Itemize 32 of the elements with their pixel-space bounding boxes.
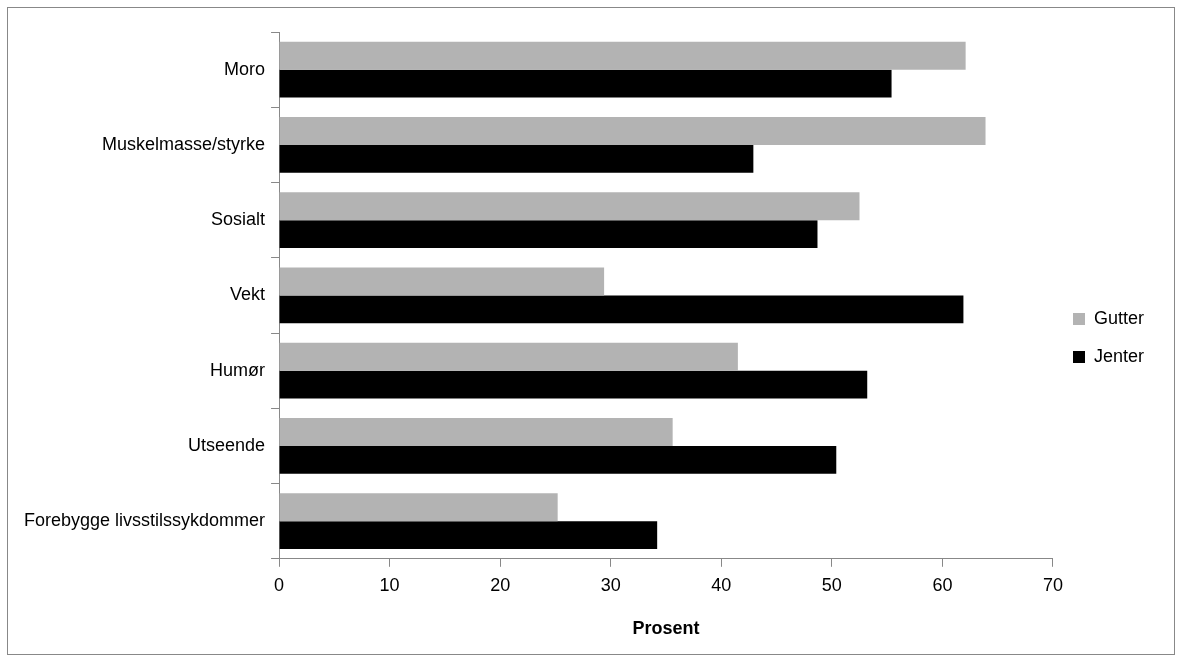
bar	[279, 69, 892, 98]
y-tick-label: Muskelmasse/styrke	[102, 133, 266, 154]
bar	[279, 521, 658, 550]
x-axis-title: Prosent	[632, 618, 700, 639]
legend-label: Jenter	[1093, 345, 1145, 366]
bar	[279, 192, 860, 221]
x-tick-label: 70	[1042, 574, 1063, 595]
bar	[279, 295, 964, 324]
x-tick-label: 40	[711, 574, 732, 595]
bar	[279, 493, 558, 522]
bar	[279, 144, 754, 173]
bar	[279, 370, 868, 399]
bar	[279, 41, 966, 70]
x-tick-label: 30	[600, 574, 621, 595]
bar	[279, 445, 837, 474]
x-tick-label: 50	[821, 574, 842, 595]
legend-label: Gutter	[1093, 307, 1144, 328]
x-tick-label: 60	[932, 574, 953, 595]
y-tick-label: Moro	[224, 58, 266, 79]
y-tick-label: Forebygge livsstilssykdommer	[23, 510, 266, 531]
y-tick-label: Vekt	[230, 284, 266, 305]
y-tick-label: Utseende	[188, 434, 266, 455]
bar	[279, 220, 818, 248]
bar	[279, 117, 986, 145]
x-tick-label: 20	[490, 574, 511, 595]
x-tick-label: 10	[379, 574, 400, 595]
bar	[279, 418, 673, 446]
y-tick-label: Humør	[210, 359, 266, 380]
bar	[279, 267, 605, 296]
x-tick-label: 0	[274, 574, 285, 595]
y-tick-label: Sosialt	[211, 209, 266, 230]
bar	[279, 342, 738, 371]
